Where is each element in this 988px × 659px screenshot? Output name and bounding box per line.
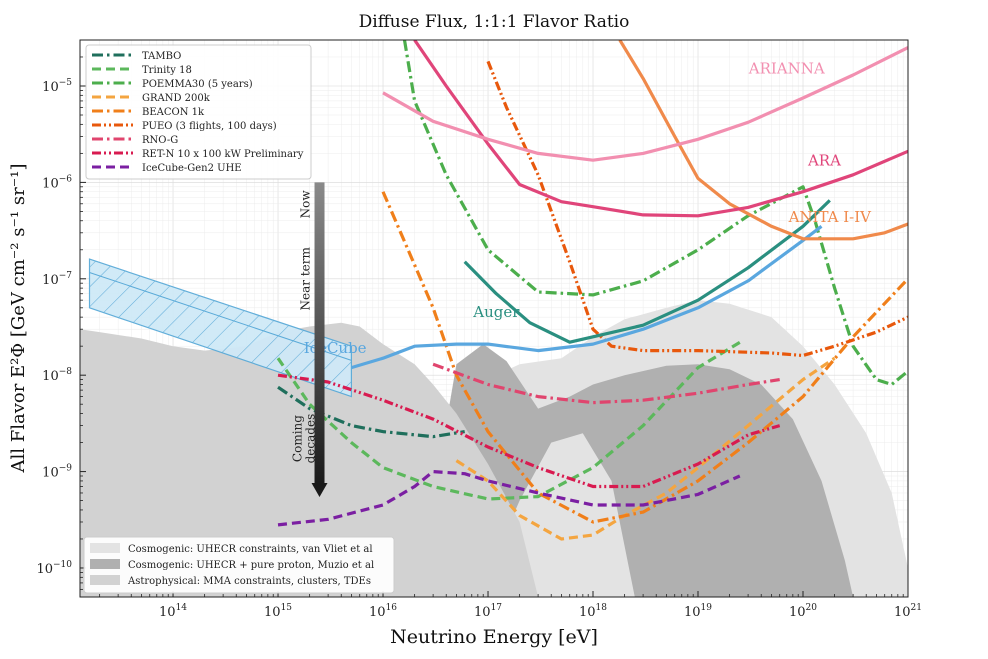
legend-label-trinity-18: Trinity 18 bbox=[142, 65, 192, 76]
x-tick-label: 1015 bbox=[264, 603, 292, 620]
y-tick-label: 10−6 bbox=[42, 174, 72, 191]
series-line-ret-n-10-x-100-kw-preliminary bbox=[277, 373, 781, 489]
legend-bottom: Cosmogenic: UHECR constraints, van Vliet… bbox=[83, 536, 395, 594]
legend-top: TAMBO Trinity 18 POEMMA30 (5 years) GRAND 2… bbox=[85, 44, 312, 180]
arrow-head bbox=[311, 482, 328, 497]
legend-label-poemma30-5-years: POEMMA30 (5 years) bbox=[142, 79, 253, 90]
arrow-label-near-term: Near term bbox=[299, 247, 313, 311]
region-astrophysical-mma-constraints- bbox=[80, 322, 539, 597]
legend-bottom-box bbox=[83, 536, 395, 594]
icecube-band bbox=[88, 258, 352, 398]
series bbox=[276, 40, 908, 541]
legend-label-grand-200k: GRAND 200k bbox=[142, 93, 211, 104]
series-line-auger bbox=[463, 199, 831, 344]
icecube-measured-band bbox=[88, 258, 352, 398]
x-tick-label: 1016 bbox=[369, 603, 397, 620]
y-tick-label: 10−8 bbox=[42, 367, 72, 384]
arrow-shaft bbox=[314, 182, 325, 485]
legend-label-pueo-3-flights-100-days: PUEO (3 flights, 100 days) bbox=[142, 121, 277, 132]
legend-label-region: Astrophysical: MMA constraints, clusters… bbox=[127, 576, 371, 587]
legend-swatch-region bbox=[90, 543, 120, 553]
y-tick-label: 10−7 bbox=[42, 271, 72, 288]
region-cosmogenic-uhecr-pure-proton-m bbox=[419, 344, 854, 597]
x-tick-label: 1021 bbox=[894, 603, 922, 620]
series-line-arianna bbox=[382, 46, 908, 162]
label-arianna: ARIANNA bbox=[748, 59, 825, 77]
y-tick-label: 10−9 bbox=[42, 464, 72, 481]
x-tick-label: 1020 bbox=[789, 603, 817, 620]
label-ara: ARA bbox=[807, 151, 841, 169]
y-tick-label: 10−5 bbox=[42, 78, 72, 95]
legend-label-icecube-gen2-uhe: IceCube-Gen2 UHE bbox=[142, 163, 242, 174]
progress-arrow: Now Near term Coming decades bbox=[291, 182, 328, 497]
series-line-rno-g bbox=[432, 362, 780, 405]
x-tick-label: 1018 bbox=[579, 603, 607, 620]
chart-title: Diffuse Flux, 1:1:1 Flavor Ratio bbox=[359, 12, 630, 32]
y-axis-label: All Flavor E²Φ [GeV cm⁻² s⁻¹ sr⁻¹] bbox=[8, 164, 29, 474]
series-line-icecube-gen2-uhe bbox=[277, 470, 741, 527]
axis-ticks: 1014 1015 1016 1017 1018 1019 1020 1021 10−10 10−… bbox=[36, 56, 922, 620]
regions bbox=[80, 300, 908, 597]
x-axis-label: Neutrino Energy [eV] bbox=[390, 626, 598, 648]
x-tick-label: 1019 bbox=[684, 603, 712, 620]
series-line-ara bbox=[413, 40, 908, 218]
label-icecube: IceCube bbox=[304, 339, 367, 357]
legend-label-ret-n-10-x-100-kw-preliminary: RET-N 10 x 100 kW Preliminary bbox=[142, 149, 304, 160]
x-tick-label: 1014 bbox=[159, 603, 187, 620]
series-line-tambo bbox=[277, 385, 465, 439]
arrow-label-now: Now bbox=[299, 190, 313, 219]
series-line-icecube bbox=[350, 225, 823, 370]
plot-frame bbox=[79, 39, 909, 598]
legend-label-tambo: TAMBO bbox=[142, 51, 181, 62]
legend-swatch-region bbox=[90, 559, 120, 569]
label-auger: Auger bbox=[472, 303, 520, 321]
legend-label-region: Cosmogenic: UHECR constraints, van Vliet… bbox=[128, 544, 373, 555]
icecube-band-inner-edge bbox=[89, 272, 352, 361]
legend-label-beacon-1k: BEACON 1k bbox=[142, 107, 205, 118]
legend-label-region: Cosmogenic: UHECR + pure proton, Muzio e… bbox=[128, 560, 374, 571]
legend-label-rno-g: RNO-G bbox=[142, 135, 178, 146]
series-line-anita-i-iv bbox=[618, 40, 908, 241]
legend-swatch-region bbox=[90, 575, 120, 585]
series-line-trinity-18 bbox=[276, 338, 745, 501]
arrow-label-coming: Coming bbox=[291, 415, 305, 462]
legend-top-box bbox=[85, 44, 312, 180]
arrow-label-decades: decades bbox=[304, 414, 318, 464]
label-anita-i-iv: ANITA I-IV bbox=[788, 208, 873, 226]
y-tick-label: 10−10 bbox=[36, 560, 72, 577]
x-tick-label: 1017 bbox=[474, 603, 502, 620]
